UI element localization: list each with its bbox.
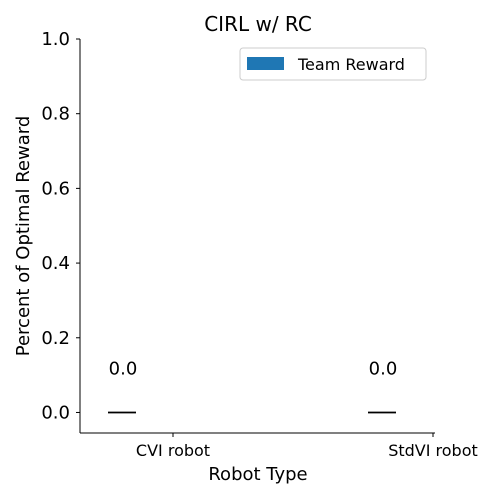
y-tick-label: 1.0 [41,29,70,50]
legend: Team Reward [239,47,427,81]
y-tick-label: 0.4 [41,253,70,274]
y-tick-label: 0.6 [41,178,70,199]
chart-title: CIRL w/ RC [204,12,312,36]
y-axis-ticks: 0.0 0.2 0.4 0.6 0.8 1.0 [41,29,80,423]
y-tick-label: 0.2 [41,328,70,349]
x-axis-ticks: CVI robot StdVI robot [136,433,478,460]
data-label: 0.0 [369,358,398,379]
y-tick-label: 0.0 [41,402,70,423]
legend-label-team-reward: Team Reward [297,55,405,74]
x-axis-label: Robot Type [208,464,307,485]
data-label: 0.0 [109,358,138,379]
y-axis-label: Percent of Optimal Reward [13,116,34,357]
y-tick-label: 0.8 [41,104,70,125]
legend-swatch-team-reward [247,57,284,70]
legend-frame [239,47,427,81]
x-tick-label: CVI robot [136,441,210,460]
x-tick-label: StdVI robot [388,441,478,460]
plot-area: 0.0 0.0 [108,358,398,414]
